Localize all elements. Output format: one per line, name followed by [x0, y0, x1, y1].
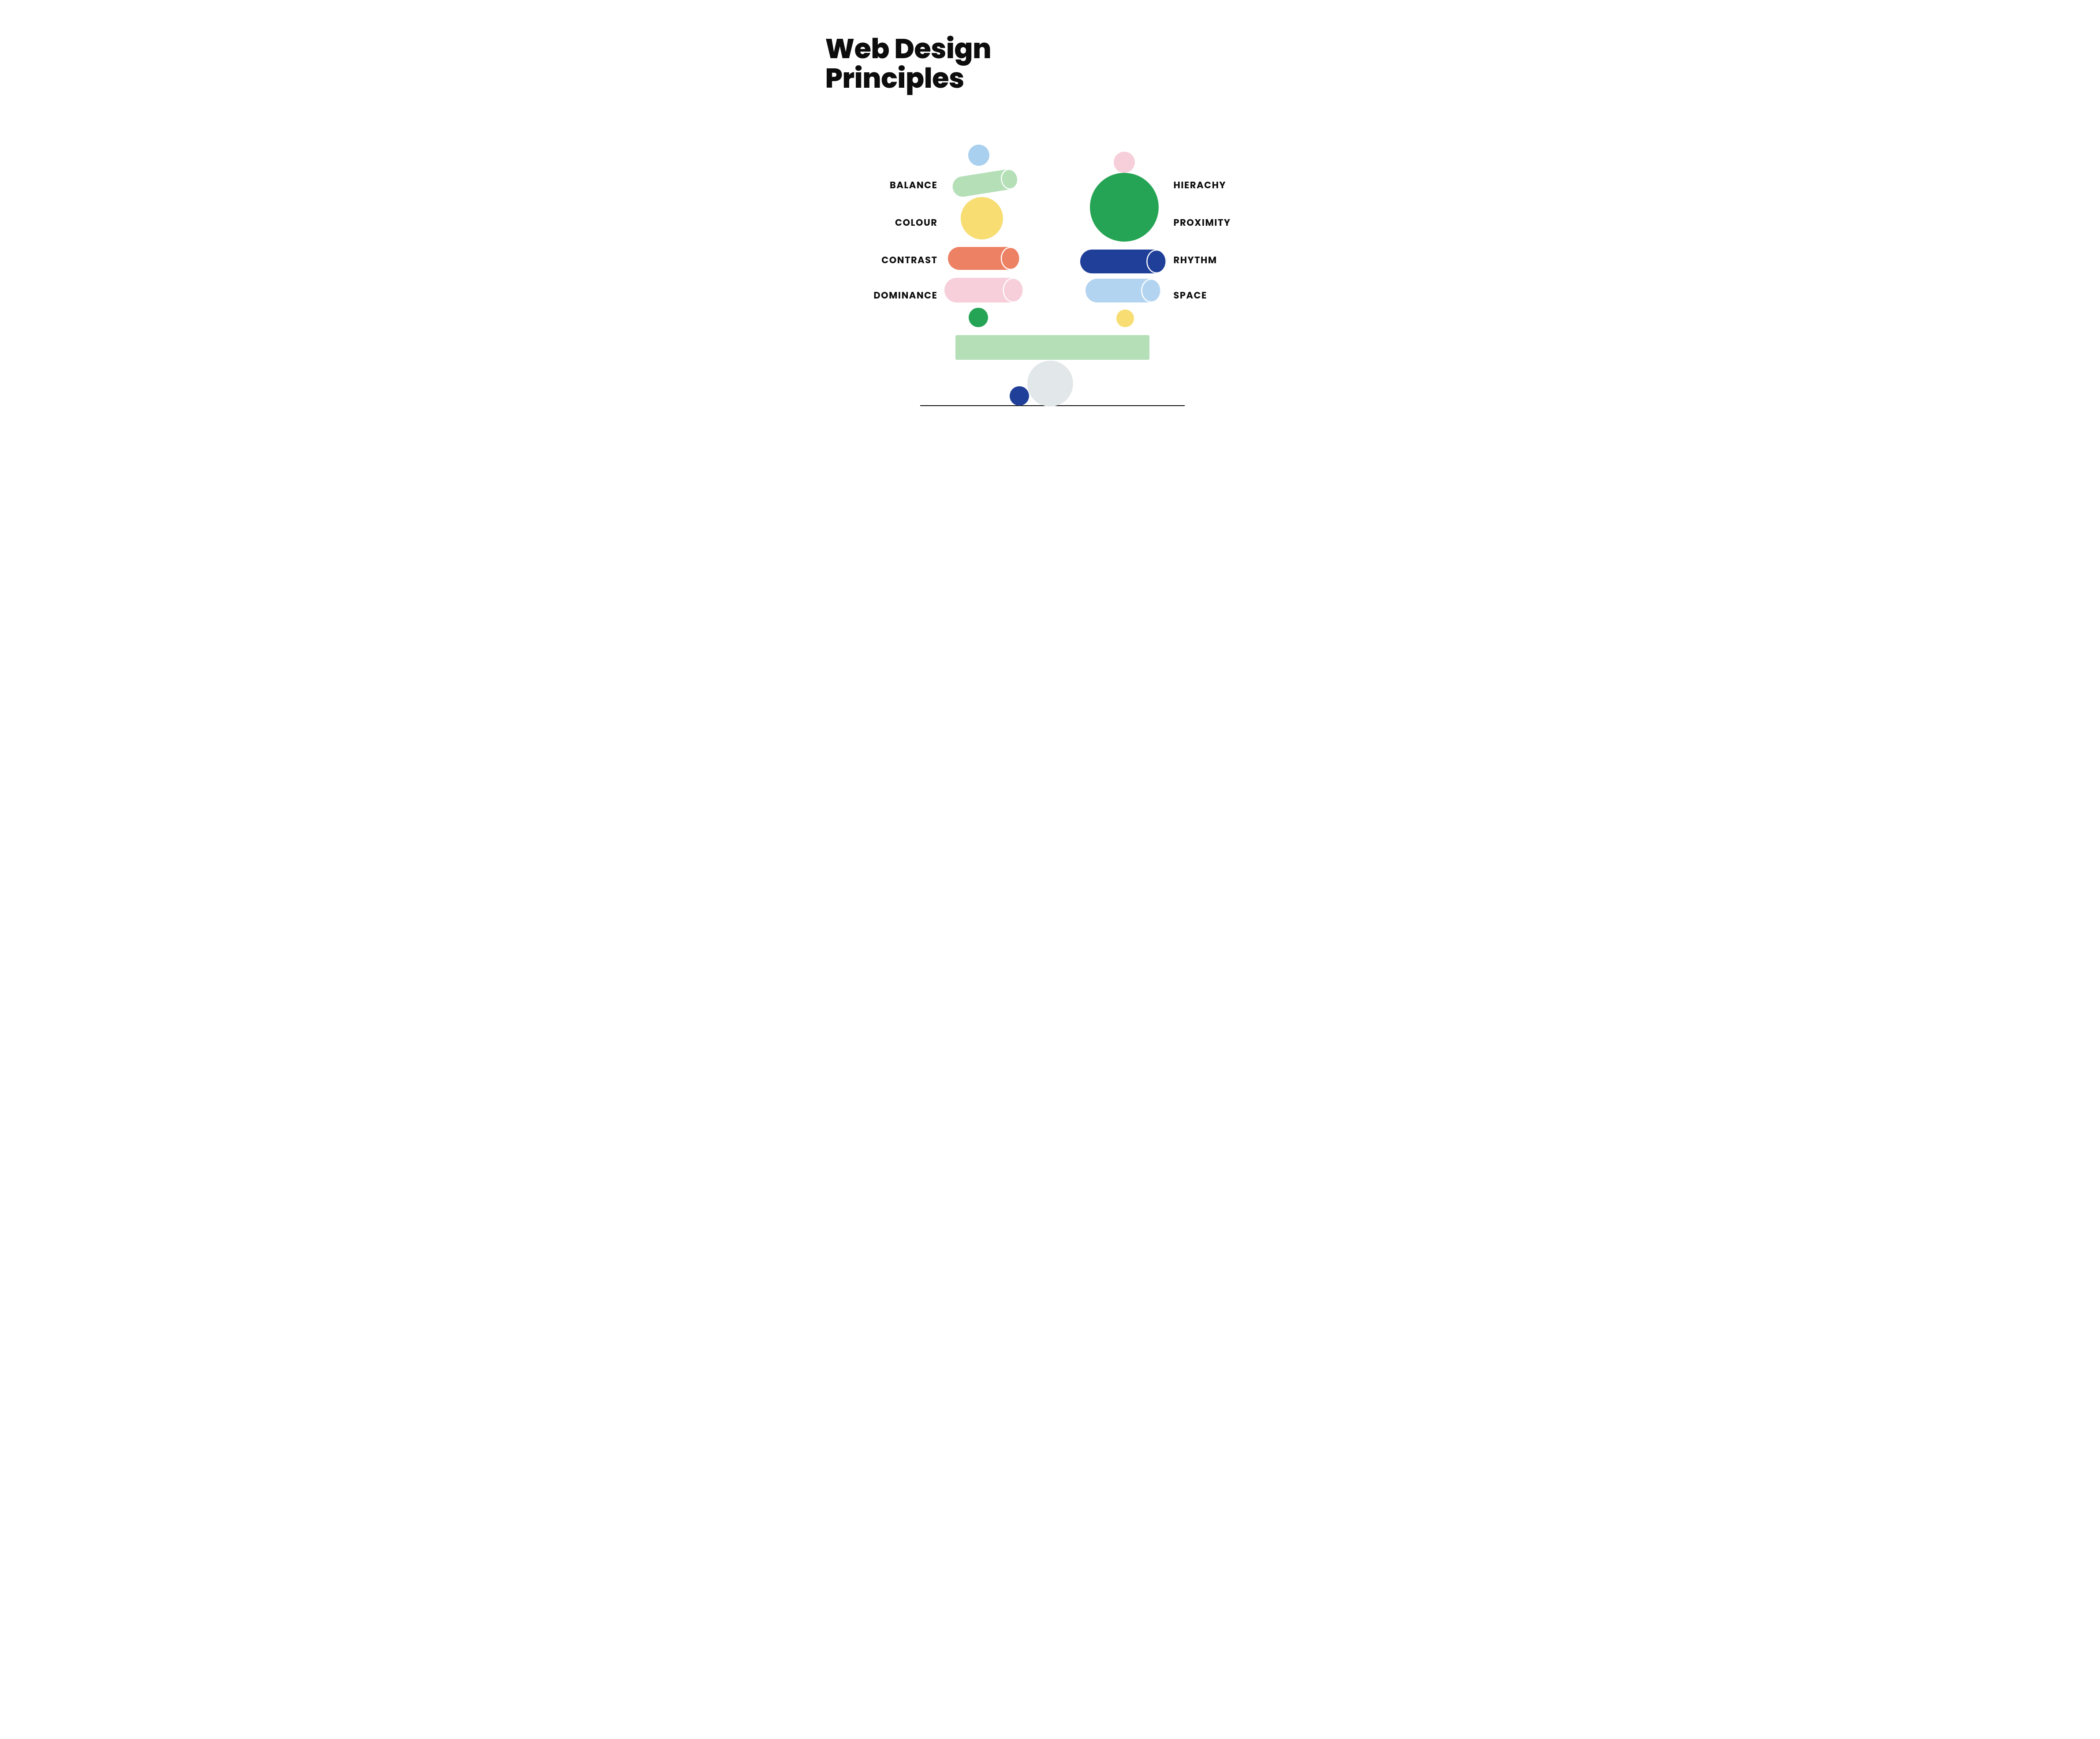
principle-label-contrast: CONTRAST — [881, 254, 937, 267]
left-stack-1-cylinder — [944, 278, 1024, 302]
right-stack-1-cylinder — [1085, 279, 1161, 302]
principle-label-hierachy: HIERACHY — [1174, 179, 1227, 192]
principle-label-colour: COLOUR — [895, 216, 938, 230]
principle-label-space: SPACE — [1174, 289, 1207, 302]
fulcrum-circle-large — [1027, 361, 1073, 407]
principle-label-rhythm: RHYTHM — [1174, 254, 1217, 267]
left-stack-5-circle — [968, 145, 989, 166]
left-stack-4-cylinder — [951, 168, 1019, 198]
principle-label-proximity: PROXIMITY — [1174, 216, 1231, 230]
left-stack-0-circle — [969, 308, 988, 327]
fulcrum-circle-small — [1010, 386, 1029, 406]
balance-illustration — [786, 0, 1315, 438]
right-stack-4-circle — [1114, 152, 1135, 173]
infographic-canvas: Web Design Principles BALANCECOLOURCONTR… — [786, 0, 1315, 438]
principle-label-balance: BALANCE — [890, 179, 937, 192]
right-stack-0-circle — [1116, 310, 1134, 327]
right-stack-3-circle — [1090, 173, 1159, 242]
balance-beam — [955, 335, 1149, 360]
principle-label-dominance: DOMINANCE — [873, 289, 937, 302]
left-stack-2-cylinder — [948, 247, 1020, 270]
left-stack-3-circle — [961, 197, 1003, 239]
right-stack-2-cylinder — [1080, 250, 1167, 273]
